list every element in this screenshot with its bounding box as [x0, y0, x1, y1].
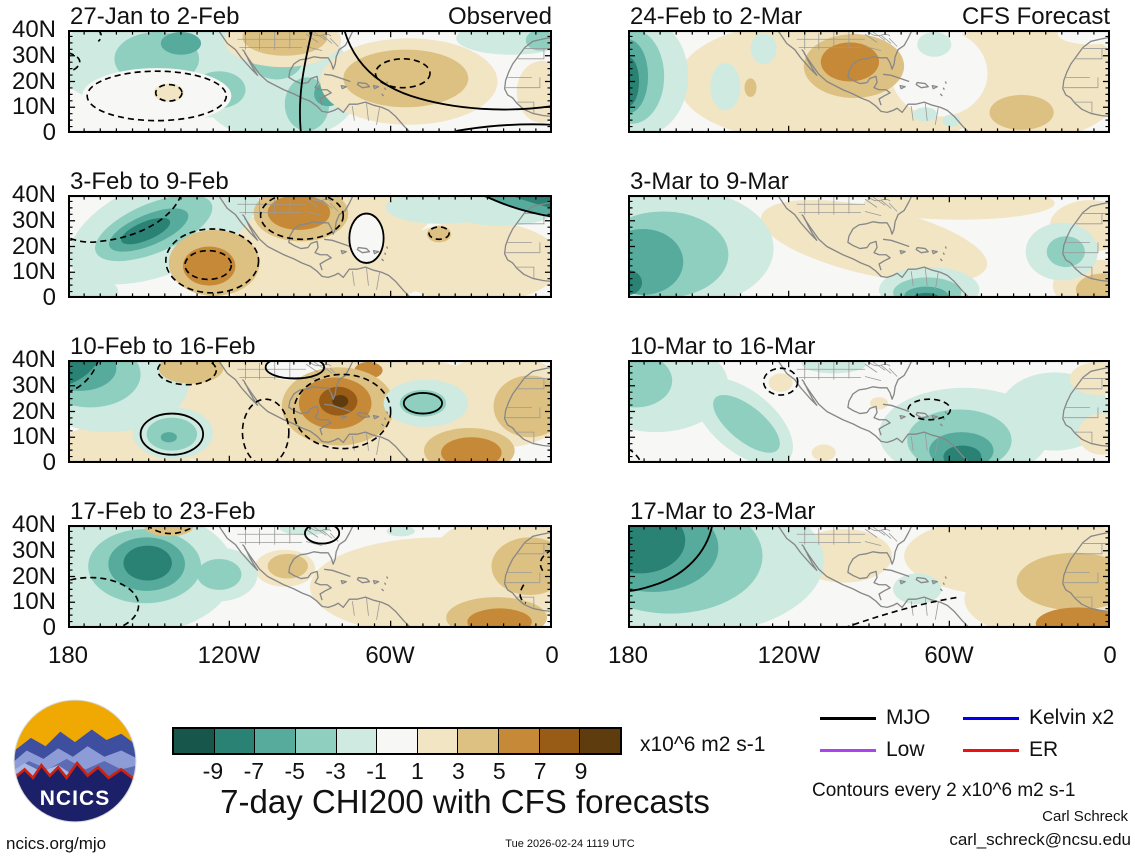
er-label: ER: [1029, 738, 1059, 761]
mjo-label: MJO: [886, 706, 931, 729]
map-panel-obs-2: [68, 195, 552, 298]
contour-interval-note: Contours every 2 x10^6 m2 s-1: [812, 780, 1076, 801]
panel-title: 3-Mar to 9-Mar: [630, 168, 789, 195]
panel-title: 3-Feb to 9-Feb: [70, 168, 229, 195]
panel-title: 17-Feb to 23-Feb: [70, 498, 256, 525]
colorbar-labels: -9 -7 -5 -3 -1 1 3 5 7 9: [202, 758, 588, 784]
map-panel-cfs-1: [628, 30, 1110, 133]
colorbar: [172, 727, 622, 755]
panel-title: 10-Mar to 16-Mar: [630, 333, 816, 360]
ncics-logo: NCICS: [13, 699, 137, 823]
site-url: ncics.org/mjo: [6, 834, 107, 853]
low-line: [820, 749, 876, 752]
kelvin-line: [963, 717, 1019, 720]
mjo-line: [820, 717, 876, 720]
figure-title: 7-day CHI200 with CFS forecasts: [220, 783, 710, 820]
low-label: Low: [886, 738, 925, 761]
panel-title: 10-Feb to 16-Feb: [70, 333, 256, 360]
svg-text:NCICS: NCICS: [40, 787, 111, 810]
y-axis-labels: 40N 30N 20N 10N 0: [11, 346, 56, 476]
map-panel-obs-3: [68, 360, 552, 463]
column-header-cfs: CFS Forecast: [961, 3, 1110, 30]
timestamp: Tue 2026-02-24 1119 UTC: [505, 838, 635, 850]
y-axis-labels: 40N 30N 20N 10N 0: [11, 16, 56, 146]
er-line: [963, 749, 1019, 752]
panel-title: 24-Feb to 2-Mar: [630, 3, 803, 30]
kelvin-label: Kelvin x2: [1029, 706, 1115, 729]
map-panel-obs-1: [68, 30, 552, 133]
map-panel-obs-4: [68, 525, 552, 628]
map-panel-cfs-3: [628, 360, 1110, 463]
map-panel-cfs-2: [628, 195, 1110, 298]
panel-title: 27-Jan to 2-Feb: [70, 3, 240, 30]
credit-email: carl_schreck@ncsu.edu: [949, 830, 1131, 849]
panel-title: 17-Mar to 23-Mar: [630, 498, 816, 525]
map-panel-cfs-4: [628, 525, 1110, 628]
y-axis-labels: 40N 30N 20N 10N 0: [11, 181, 56, 311]
colorbar-units: x10^6 m2 s-1: [640, 733, 766, 756]
y-axis-labels: 40N 30N 20N 10N 0: [11, 511, 56, 641]
column-header-observed: Observed: [447, 3, 552, 30]
credit-name: Carl Schreck: [1042, 808, 1128, 825]
